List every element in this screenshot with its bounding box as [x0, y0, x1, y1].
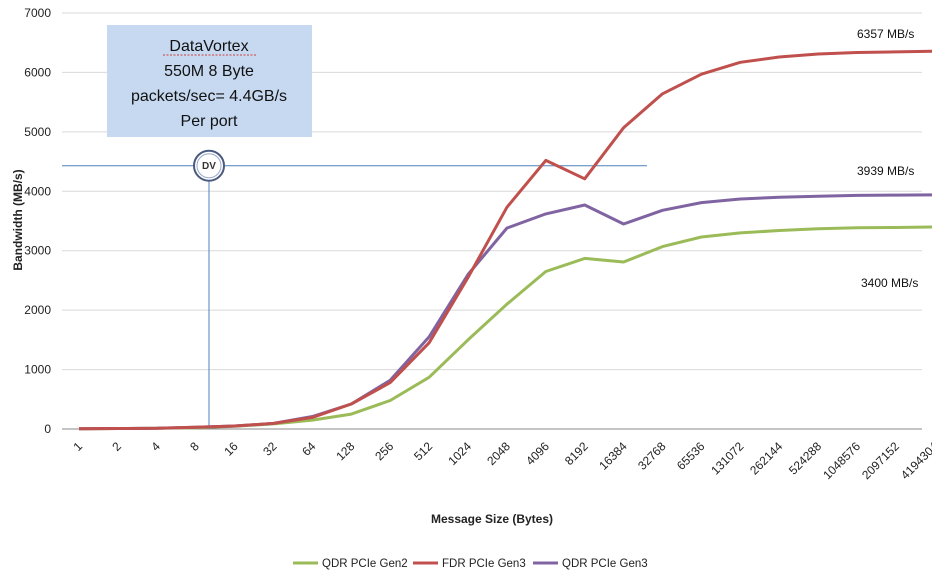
x-tick-label: 32768 — [635, 439, 669, 473]
x-tick-label: 8 — [187, 439, 202, 454]
y-tick-label: 3000 — [24, 244, 51, 258]
x-tick-label: 2097152 — [859, 439, 902, 482]
x-axis-title: Message Size (Bytes) — [431, 512, 553, 526]
x-tick-label: 262144 — [747, 439, 785, 477]
annotation-qdr-gen2-peak: 3400 MB/s — [861, 276, 918, 290]
annotation-fdr-peak: 6357 MB/s — [857, 27, 914, 41]
dv-marker-inner-ring — [196, 153, 222, 179]
series-line-qdr-pcie-gen2 — [78, 225, 932, 431]
y-tick-label: 0 — [44, 422, 51, 436]
x-tick-label: 2 — [109, 439, 124, 454]
dv-marker-label: DV — [202, 161, 216, 172]
x-tick-label: 1024 — [445, 439, 474, 468]
legend: QDR PCIe Gen2 FDR PCIe Gen3 QDR PCIe Gen… — [293, 558, 648, 570]
x-tick-label: 128 — [333, 439, 357, 463]
callout-line-4: Per port — [181, 113, 238, 130]
legend-label-qdr-gen2: QDR PCIe Gen2 — [322, 558, 408, 570]
y-tick-label: 5000 — [24, 125, 51, 139]
datavortex-callout-box — [107, 25, 312, 137]
x-tick-label: 16 — [221, 439, 241, 459]
x-tick-label: 65536 — [674, 439, 708, 473]
y-axis-title: Bandwidth (MB/s) — [11, 169, 25, 270]
legend-label-qdr-gen3: QDR PCIe Gen3 — [562, 558, 648, 570]
callout-line-3: packets/sec= 4.4GB/s — [131, 88, 287, 105]
datavortex-reference: DataVortex 550M 8 Byte packets/sec= 4.4G… — [62, 25, 647, 429]
x-tick-label: 4194304 — [898, 439, 932, 482]
y-tick-label: 2000 — [24, 303, 51, 317]
x-tick-label: 512 — [411, 439, 435, 463]
legend-label-fdr-gen3: FDR PCIe Gen3 — [442, 558, 526, 570]
x-tick-label: 131072 — [708, 439, 746, 477]
callout-line-1: DataVortex — [169, 38, 248, 55]
x-tick-label: 16384 — [596, 439, 630, 473]
x-tick-label: 256 — [372, 439, 396, 463]
x-tick-label: 1048576 — [820, 439, 863, 482]
x-tick-label: 2048 — [484, 439, 513, 468]
x-tick-labels: 1 2 4 8 16 32 64 128 256 512 1024 2048 4096 8192 16384… — [70, 439, 932, 482]
y-tick-label: 7000 — [24, 6, 51, 20]
annotation-qdr-gen3-peak: 3939 MB/s — [857, 164, 914, 178]
y-tick-label: 6000 — [24, 65, 51, 79]
series-lines — [78, 49, 932, 431]
series-line-fdr-pcie-gen3 — [78, 49, 932, 431]
x-tick-label: 1 — [70, 439, 85, 454]
y-tick-label: 1000 — [24, 363, 51, 377]
x-tick-label: 4096 — [523, 439, 552, 468]
x-tick-label: 8192 — [562, 439, 591, 468]
y-tick-labels: 0 1000 2000 3000 4000 5000 6000 7000 — [24, 6, 51, 436]
x-tick-label: 4 — [148, 439, 163, 454]
y-tick-label: 4000 — [24, 184, 51, 198]
x-tick-label: 64 — [299, 439, 319, 459]
callout-line-2: 550M 8 Byte — [164, 63, 254, 80]
x-tick-label: 524288 — [786, 439, 824, 477]
x-tick-label: 32 — [260, 439, 280, 459]
